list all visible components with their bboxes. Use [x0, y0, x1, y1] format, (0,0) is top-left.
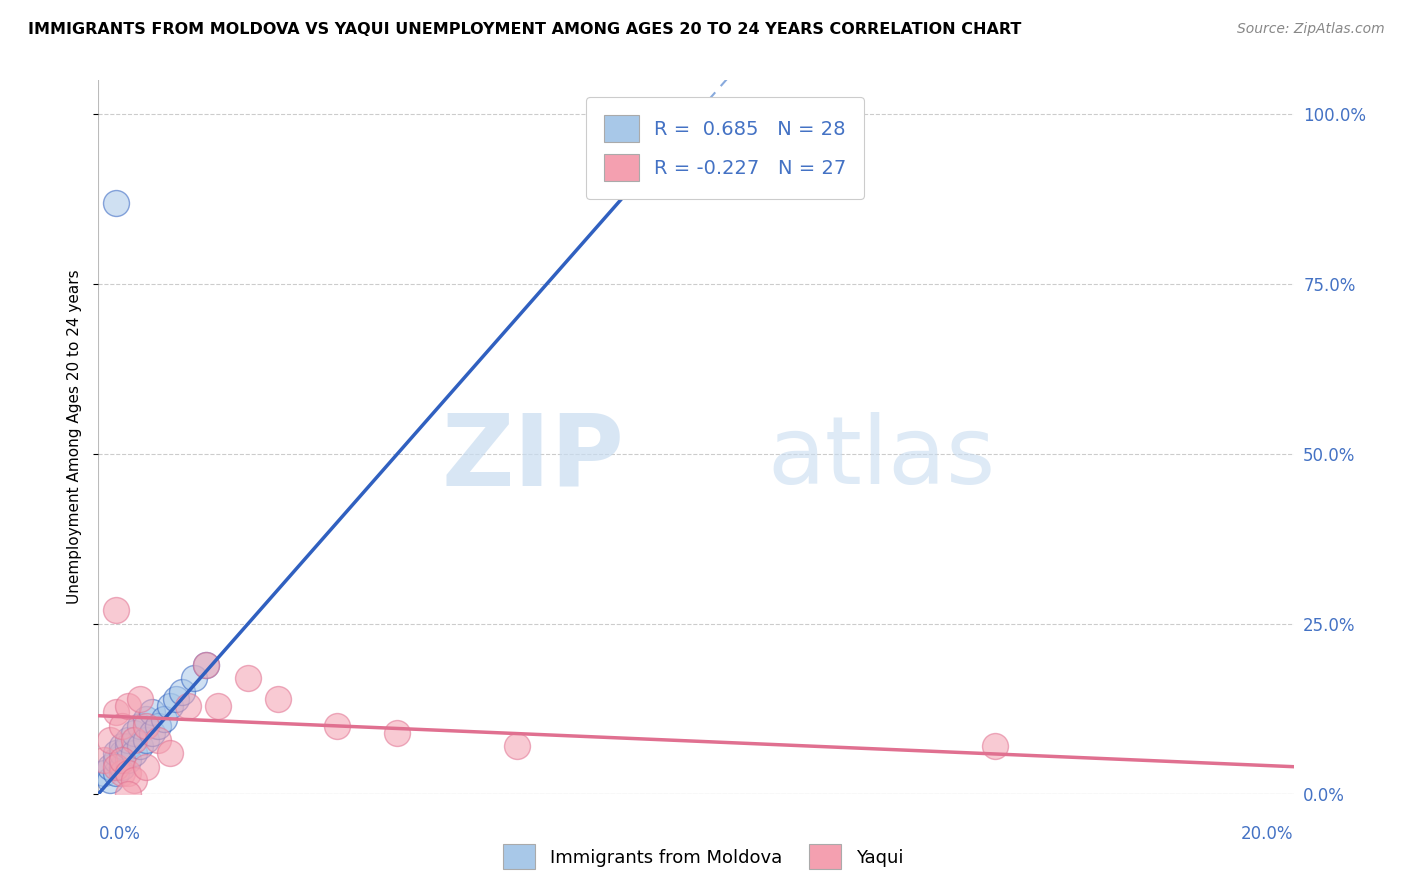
Point: [165, 691, 187, 706]
Text: ZIP: ZIP: [441, 410, 624, 507]
Point: [141, 706, 163, 720]
Point: [506, 739, 529, 754]
Point: [124, 746, 146, 760]
Legend: Immigrants from Moldova, Yaqui: Immigrants from Moldova, Yaqui: [494, 835, 912, 879]
Text: 0.0%: 0.0%: [98, 825, 141, 843]
Point: [135, 719, 157, 733]
Point: [105, 746, 128, 760]
Point: [135, 760, 157, 774]
Point: [100, 732, 122, 747]
Text: atlas: atlas: [768, 412, 995, 505]
Point: [111, 760, 134, 774]
Point: [105, 766, 128, 780]
Point: [207, 698, 229, 713]
Point: [117, 787, 139, 801]
Point: [984, 739, 1007, 754]
Point: [195, 657, 218, 672]
Point: [105, 195, 128, 210]
Point: [159, 698, 181, 713]
Point: [129, 739, 152, 754]
Y-axis label: Unemployment Among Ages 20 to 24 years: Unemployment Among Ages 20 to 24 years: [67, 269, 83, 605]
Point: [183, 671, 205, 685]
Point: [93, 753, 115, 767]
Point: [100, 760, 122, 774]
Point: [148, 732, 170, 747]
Point: [117, 766, 139, 780]
Point: [195, 657, 218, 672]
Point: [111, 739, 134, 754]
Point: [105, 760, 128, 774]
Point: [105, 603, 128, 617]
Point: [124, 732, 146, 747]
Point: [177, 698, 200, 713]
Point: [135, 712, 157, 726]
Point: [326, 719, 349, 733]
Point: [267, 691, 290, 706]
Legend: R =  0.685   N = 28, R = -0.227   N = 27: R = 0.685 N = 28, R = -0.227 N = 27: [586, 97, 865, 199]
Point: [105, 753, 128, 767]
Point: [385, 725, 409, 739]
Point: [141, 725, 163, 739]
Point: [111, 753, 134, 767]
Point: [148, 719, 170, 733]
Point: [129, 719, 152, 733]
Point: [135, 732, 157, 747]
Point: [111, 719, 134, 733]
Point: [111, 766, 134, 780]
Point: [159, 746, 181, 760]
Point: [117, 698, 139, 713]
Text: Source: ZipAtlas.com: Source: ZipAtlas.com: [1237, 22, 1385, 37]
Point: [172, 685, 194, 699]
Point: [117, 732, 139, 747]
Point: [100, 773, 122, 788]
Point: [117, 753, 139, 767]
Point: [117, 739, 139, 754]
Point: [124, 725, 146, 739]
Point: [111, 746, 134, 760]
Text: 20.0%: 20.0%: [1241, 825, 1294, 843]
Text: IMMIGRANTS FROM MOLDOVA VS YAQUI UNEMPLOYMENT AMONG AGES 20 TO 24 YEARS CORRELAT: IMMIGRANTS FROM MOLDOVA VS YAQUI UNEMPLO…: [28, 22, 1022, 37]
Point: [93, 766, 115, 780]
Point: [105, 706, 128, 720]
Point: [124, 773, 146, 788]
Point: [153, 712, 176, 726]
Point: [236, 671, 259, 685]
Point: [129, 691, 152, 706]
